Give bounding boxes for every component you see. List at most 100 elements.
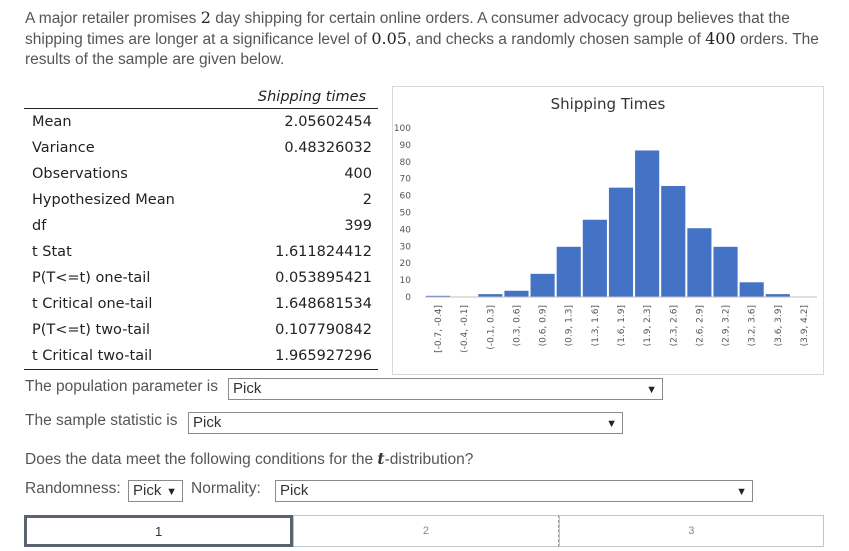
y-tick-label: 80 [400,158,412,168]
histogram-bar [738,281,765,298]
x-tick-label: (-0.1, 0.3] [486,305,496,350]
chevron-down-icon: ▼ [736,486,747,498]
y-tick-label: 100 [394,124,411,134]
statistic-row: The sample statistic is Pick ▼ [25,412,623,434]
question-text: Does the data meet the following conditi… [25,451,374,468]
alpha-value: 0.05 [371,29,407,48]
problem-statement: A major retailer promises 2 day shipping… [25,8,825,70]
row-value: 0.053895421 [275,270,372,286]
sample-size-value: 400 [705,29,736,48]
row-label: Variance [32,140,95,156]
page-button-3[interactable]: 3 [558,515,824,547]
row-value: 0.107790842 [275,322,372,338]
x-tick-label: (0.6, 0.9] [539,305,549,346]
y-tick-label: 0 [405,293,411,303]
row-value: 1.648681534 [275,296,372,312]
histogram-bar [555,245,582,298]
parameter-select[interactable]: Pick ▼ [228,378,663,400]
row-label: P(T<=t) two-tail [32,322,151,338]
row-value: 1.611824412 [275,244,372,260]
histogram-bar [607,186,635,298]
x-tick-label: (3.6, 3.9] [774,305,784,346]
normality-select[interactable]: Pick ▼ [275,480,753,502]
table-header: Shipping times [246,86,378,109]
row-label: t Stat [32,244,72,260]
row-label: Mean [24,108,246,135]
x-tick-label: (2.3, 2.6] [669,305,679,346]
table-row: t Critical two-tail 1.965927296 [24,343,378,370]
statistic-select[interactable]: Pick ▼ [188,412,623,434]
histogram-bar [477,293,504,298]
problem-text: , and checks a randomly chosen sample of [406,31,706,48]
table-row: P(T<=t) two-tail 0.107790842 [24,317,378,343]
row-value: 399 [344,218,372,234]
y-tick-label: 10 [400,276,412,286]
conditions-question: Does the data meet the following conditi… [25,449,473,469]
chevron-down-icon: ▼ [606,418,617,430]
x-tick-label: (2.6, 2.9] [695,305,705,346]
table-row: Observations 400 [24,161,378,187]
row-label: Hypothesized Mean [32,192,175,208]
table-row: Hypothesized Mean 2 [24,187,378,213]
histogram-bar [686,227,713,298]
row-label: df [32,218,47,234]
x-tick-label: (0.3, 0.6] [512,305,522,346]
table-row: Mean 2.05602454 [24,108,378,135]
histogram-plot: 0 10 20 30 40 50 60 70 80 90 100 [-0.7, -0.4] (-0.4,… [394,124,817,353]
x-tick-label: (1.9, 2.3] [643,305,653,346]
y-tick-label: 50 [400,209,412,219]
y-tick-label: 40 [400,225,412,235]
problem-text: A major retailer promises [25,10,201,27]
days-value: 2 [200,8,211,27]
y-tick-label: 90 [400,141,412,151]
histogram-chart: Shipping Times 0 10 20 30 40 50 60 70 80 90 100 [-0… [392,86,824,375]
page-button-2[interactable]: 2 [293,515,559,547]
row-label: t Critical two-tail [24,343,246,370]
row-value: 2 [362,192,372,208]
x-tick-label: (3.9, 4.2] [800,305,810,346]
histogram-bar [529,272,556,298]
histogram-bar [503,289,530,298]
table-row: t Critical one-tail 1.648681534 [24,291,378,317]
select-value: Pick [193,414,222,431]
normality-label: Normality: [191,480,261,497]
x-tick-label: (1.6, 1.9] [617,305,627,346]
select-value: Pick [133,482,162,499]
y-tick-label: 60 [400,192,412,202]
table-row: t Stat 1.611824412 [24,239,378,265]
x-tick-label: (1.3, 1.6] [591,305,601,346]
table-row: P(T<=t) one-tail 0.053895421 [24,265,378,291]
chart-title: Shipping Times [550,95,666,113]
conditions-row: Randomness: Pick ▼ Normality: Pick ▼ [25,480,753,502]
row-label: P(T<=t) one-tail [32,270,151,286]
randomness-label: Randomness: [25,480,121,497]
select-value: Pick [233,380,262,397]
statistic-label: The sample statistic is [25,412,178,429]
x-tick-label: [-0.7, -0.4] [434,305,444,353]
table-row: df 399 [24,213,378,239]
randomness-select[interactable]: Pick ▼ [128,480,183,502]
x-tick-label: (3.2, 3.6] [748,305,758,346]
parameter-row: The population parameter is Pick ▼ [25,378,663,400]
problem-text: day shipping for certain online orders. … [25,10,790,48]
x-tick-label: (2.9, 3.2] [722,305,732,346]
row-value: 400 [344,166,372,182]
t-variable: t [377,449,385,468]
chevron-down-icon: ▼ [166,486,177,498]
problem-text: orders. The results of the sample are gi… [25,31,819,68]
select-value: Pick [280,482,309,499]
question-text: -distribution? [384,451,474,468]
row-label: Observations [32,166,128,182]
table-row: Variance 0.48326032 [24,135,378,161]
histogram-bar [581,218,608,298]
row-label: t Critical one-tail [32,296,153,312]
pagination: 1 2 3 [24,515,824,547]
row-value: 1.965927296 [246,343,378,370]
page-button-1[interactable]: 1 [24,515,294,547]
x-tick-label: (-0.4, -0.1] [460,305,470,353]
y-tick-label: 30 [400,242,412,252]
histogram-bar [764,293,791,298]
chevron-down-icon: ▼ [646,384,657,396]
histogram-bar [634,149,661,298]
row-value: 2.05602454 [246,108,378,135]
